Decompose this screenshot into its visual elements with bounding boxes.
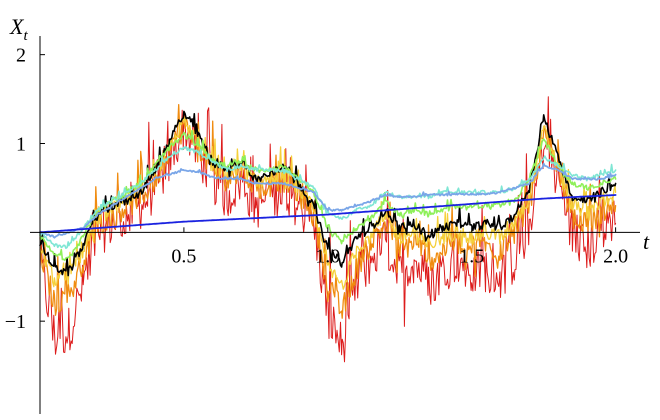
y-tick-label-3: 2 (16, 45, 26, 67)
series-layer (39, 96, 617, 363)
series-line-3 (39, 115, 617, 290)
series-line-5 (39, 129, 617, 262)
x-tick-label-3: 1.5 (459, 245, 484, 267)
ticks-layer: 0.5 1.0 1.5 2.0 −1 1 2 (5, 45, 628, 334)
x-tick-label-1: 0.5 (171, 245, 196, 267)
series-line-2 (39, 103, 617, 319)
series-line-7 (39, 162, 617, 239)
axes-layer (30, 36, 640, 414)
y-tick-label-1: −1 (5, 311, 26, 333)
series-line-8 (39, 194, 617, 234)
y-axis-label: Xt (9, 14, 28, 44)
y-tick-label-2: 1 (16, 133, 26, 155)
x-tick-label-2: 1.0 (315, 245, 340, 267)
x-tick-label-4: 2.0 (603, 245, 628, 267)
x-axis-label: t (643, 229, 650, 254)
series-line-4 (39, 110, 617, 277)
